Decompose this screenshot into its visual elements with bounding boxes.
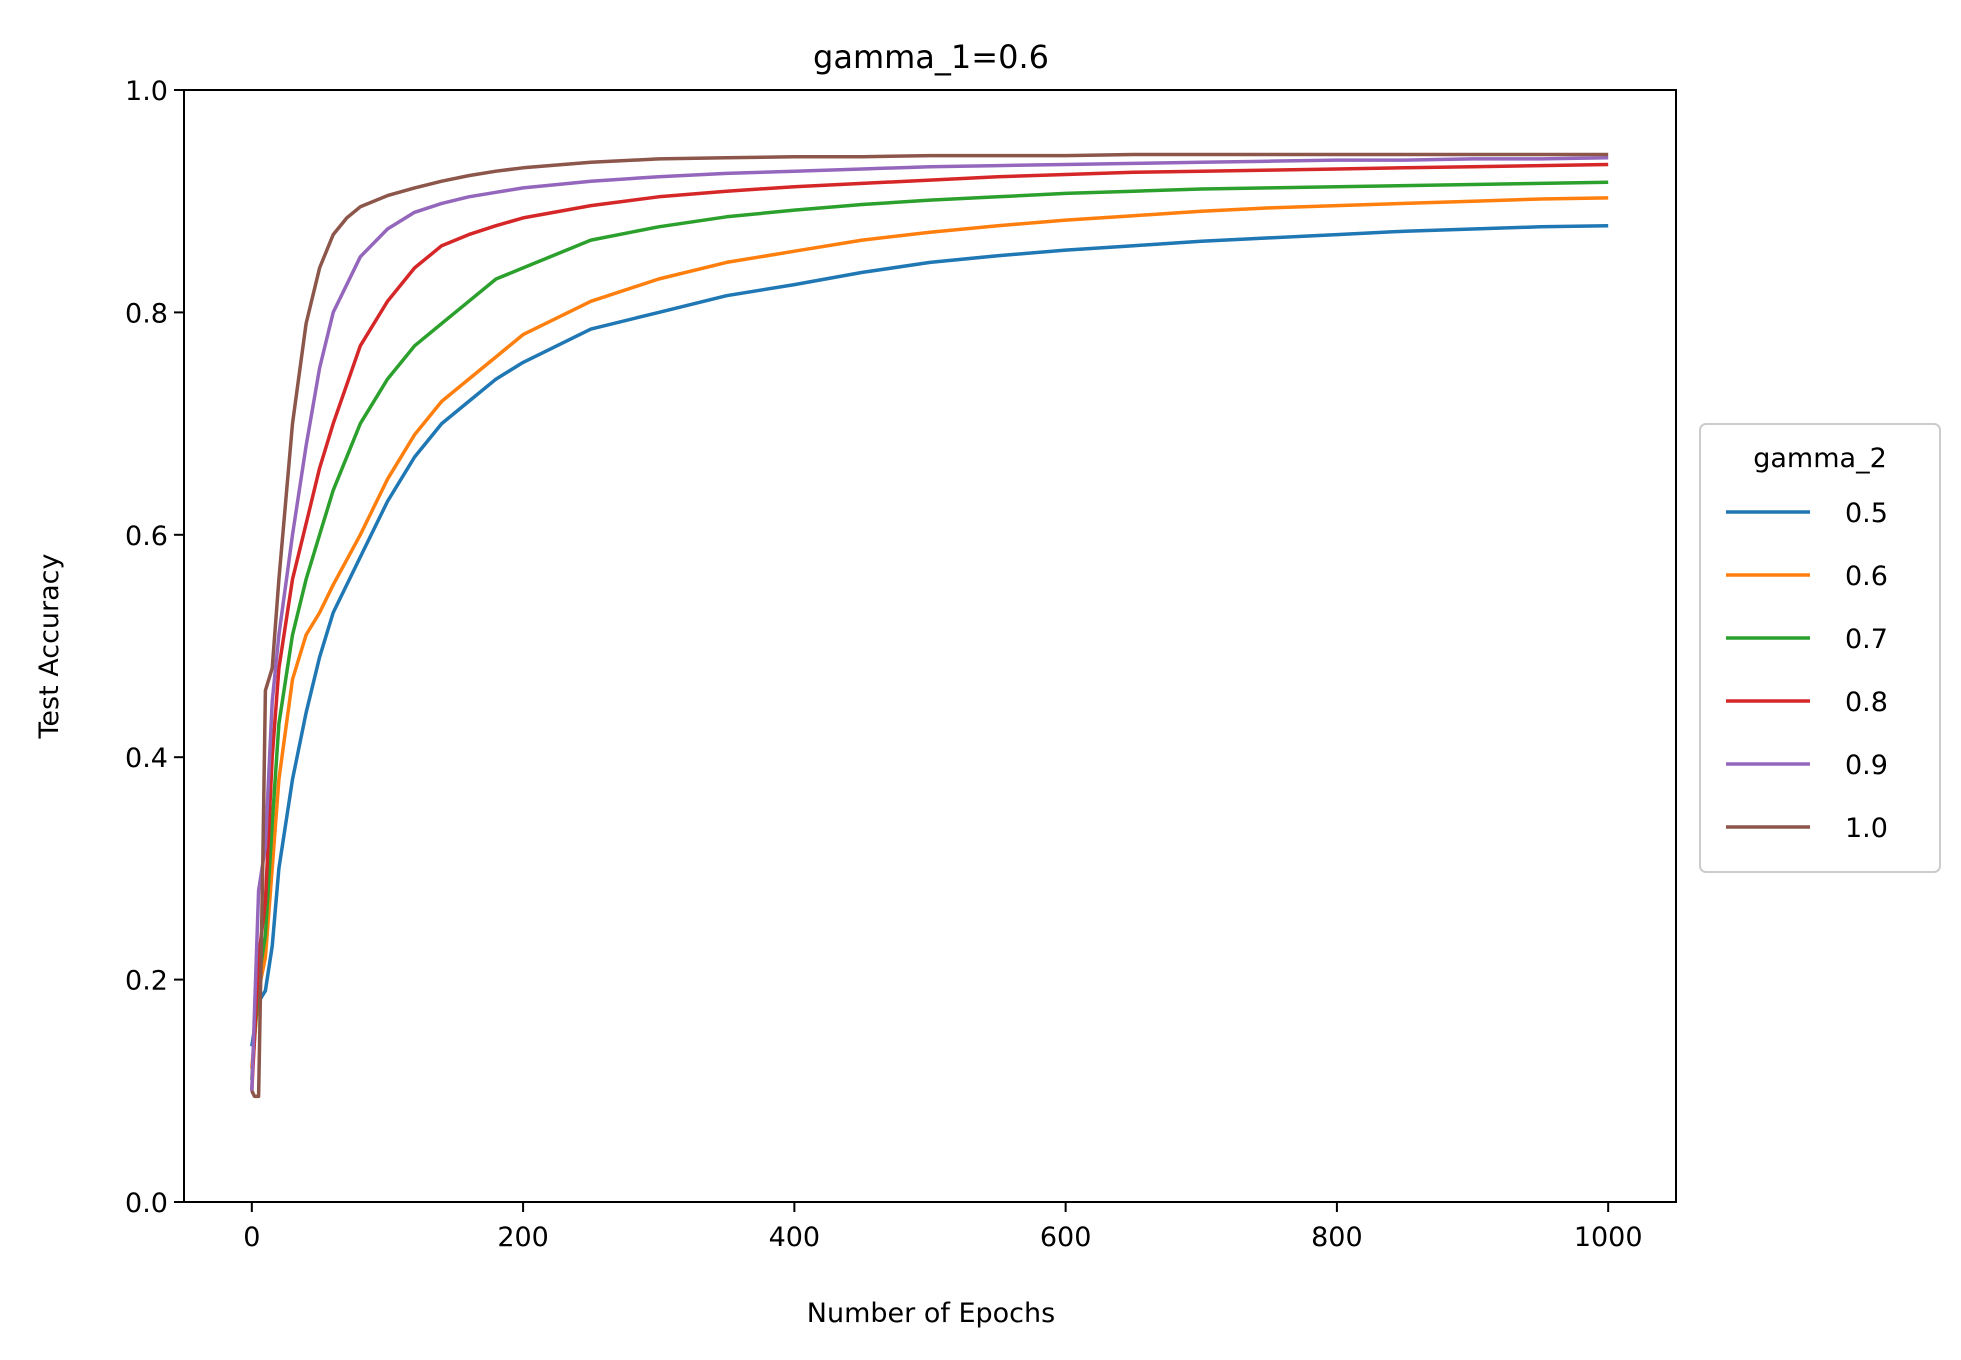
series-line-1-0 — [250, 152, 1609, 1099]
series-line-0-9 — [250, 156, 1609, 1091]
y-tick-label: 0.6 — [125, 521, 168, 552]
series-line-0-8 — [250, 162, 1609, 1091]
x-tick-label: 400 — [769, 1222, 821, 1253]
x-tick-label: 600 — [1040, 1222, 1092, 1253]
legend-entry-label: 0.8 — [1845, 687, 1888, 718]
x-axis: 0 200 400 600 800 1000 — [243, 1202, 1643, 1253]
y-axis-label: Test Accuracy — [34, 553, 65, 739]
x-tick-label: 1000 — [1574, 1222, 1643, 1253]
x-tick-label: 0 — [243, 1222, 260, 1253]
y-tick-label: 0.8 — [125, 298, 168, 329]
series-layer — [250, 152, 1609, 1099]
x-tick-label: 200 — [497, 1222, 549, 1253]
legend-entry-label: 0.9 — [1845, 750, 1888, 781]
legend-entry-label: 1.0 — [1845, 813, 1888, 844]
plot-frame — [183, 89, 1677, 1203]
legend-entry-label: 0.7 — [1845, 624, 1888, 655]
x-tick-label: 800 — [1311, 1222, 1363, 1253]
series-line-0-7 — [250, 180, 1609, 1080]
legend-title: gamma_2 — [1753, 443, 1887, 474]
legend-entry-label: 0.6 — [1845, 561, 1888, 592]
series-line-0-5 — [250, 223, 1609, 1047]
series-line-0-6 — [250, 196, 1609, 1069]
y-tick-label: 0.2 — [125, 966, 168, 997]
y-axis: 0.0 0.2 0.4 0.6 0.8 1.0 — [125, 76, 184, 1219]
chart-title: gamma_1=0.6 — [813, 38, 1049, 76]
y-tick-label: 1.0 — [125, 76, 168, 107]
legend-entry-label: 0.5 — [1845, 498, 1888, 529]
x-axis-label: Number of Epochs — [807, 1298, 1055, 1329]
y-tick-label: 0.4 — [125, 743, 168, 774]
legend-box — [1699, 423, 1941, 873]
legend: gamma_2 0.5 0.6 0.7 0.8 0.9 1.0 — [1699, 423, 1941, 873]
y-tick-label: 0.0 — [125, 1188, 168, 1219]
